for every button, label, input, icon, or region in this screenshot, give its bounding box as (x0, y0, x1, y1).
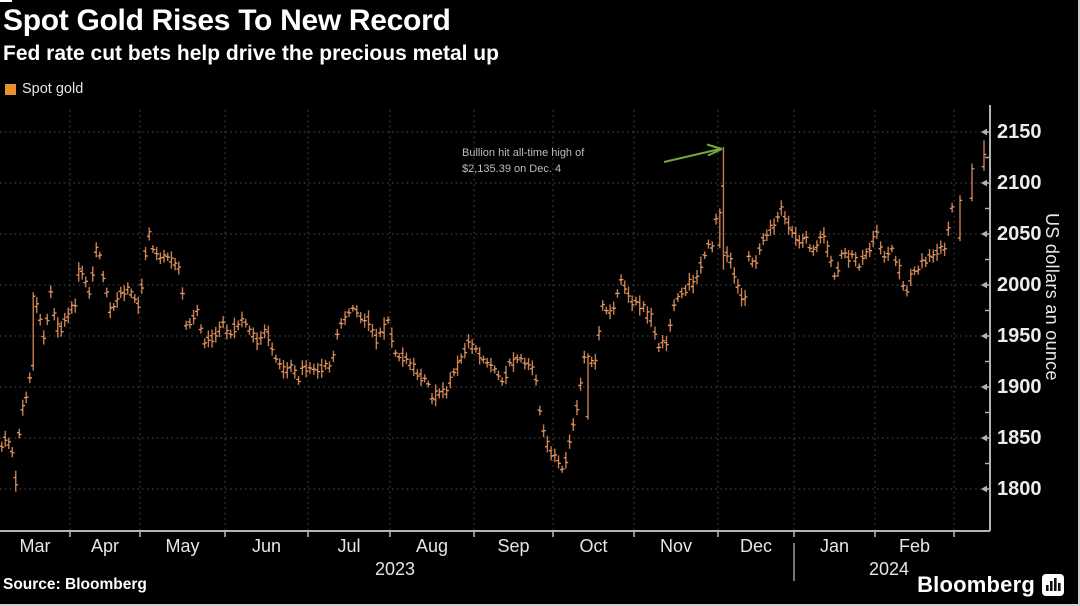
bloomberg-chart-icon (1042, 574, 1064, 596)
annotation-arrow-head (707, 148, 723, 157)
y-major-tick-arrow (981, 383, 987, 391)
y-tick-label: 2150 (997, 121, 1042, 143)
x-month-label: Jan (819, 536, 850, 556)
y-major-tick-arrow (981, 281, 987, 289)
x-month-label: Nov (659, 536, 692, 556)
y-tick-label: 1850 (997, 427, 1042, 449)
x-month-label: Oct (579, 536, 608, 556)
frame-border-bottom (0, 604, 1080, 606)
y-major-tick-arrow (981, 485, 987, 493)
page-title: Spot Gold Rises To New Record (3, 4, 451, 37)
x-month-label: Sep (497, 536, 530, 556)
y-tick-label: 2000 (997, 274, 1042, 296)
annotation-arrow-head (706, 143, 723, 150)
x-month-label: Dec (739, 536, 772, 556)
x-month-label: Mar (19, 536, 51, 556)
annotation-arrow-shaft (663, 148, 721, 163)
y-major-tick-arrow (981, 128, 987, 136)
legend-label: Spot gold (22, 81, 84, 97)
y-major-tick-arrow (981, 179, 987, 187)
y-tick-label: 2050 (997, 223, 1042, 245)
bloomberg-wordmark: Bloomberg (917, 572, 1035, 597)
screenshot-edge-artifact (0, 0, 12, 2)
x-month-label: Jul (337, 536, 361, 556)
legend-swatch-icon (5, 83, 16, 95)
x-month-label: Feb (898, 536, 931, 556)
frame-border-right (1078, 0, 1080, 606)
record-annotation-line1: Bullion hit all-time high of (462, 147, 585, 159)
x-month-label: Aug (415, 536, 449, 556)
y-major-tick-arrow (981, 332, 987, 340)
record-annotation-line2: $2,135.39 on Dec. 4 (462, 163, 562, 175)
bloomberg-logo: Bloomberg (917, 572, 1064, 598)
x-month-label: Jun (251, 536, 282, 556)
y-tick-label: 1800 (997, 478, 1042, 500)
y-tick-label: 1900 (997, 376, 1042, 398)
x-year-label: 2024 (868, 559, 910, 579)
record-annotation: Bullion hit all-time high of $2,135.39 o… (462, 145, 584, 177)
y-axis-title: US dollars an ounce (1042, 213, 1062, 381)
y-major-tick-arrow (981, 434, 987, 442)
page-subtitle: Fed rate cut bets help drive the preciou… (3, 42, 499, 65)
legend: Spot gold (5, 81, 83, 97)
y-tick-label: 1950 (997, 325, 1042, 347)
source-credit: Source: Bloomberg (3, 576, 147, 593)
x-month-label: May (165, 536, 200, 556)
x-year-label: 2023 (374, 559, 416, 579)
x-month-label: Apr (90, 536, 119, 556)
y-major-tick-arrow (981, 230, 987, 238)
y-tick-label: 2100 (997, 172, 1042, 194)
